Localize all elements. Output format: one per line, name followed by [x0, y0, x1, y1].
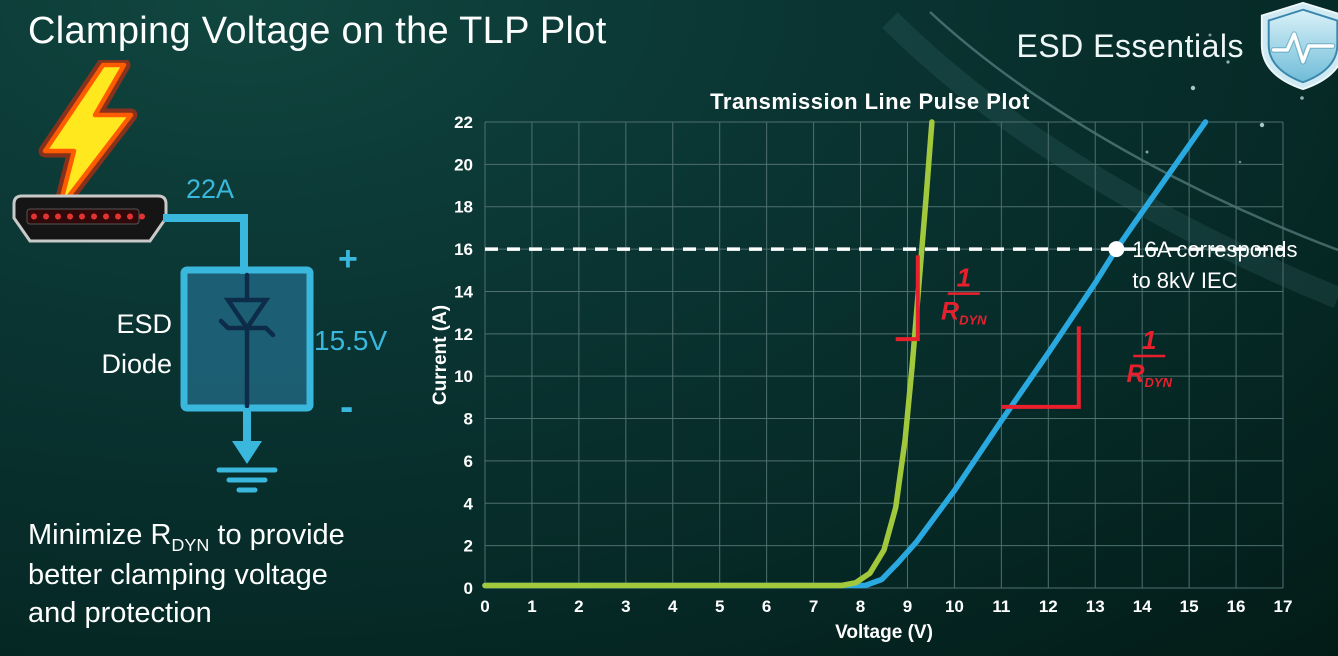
y-tick-label: 22 [454, 113, 473, 132]
x-tick-label: 5 [715, 597, 724, 616]
footer-line-2: better clamping voltage [28, 559, 328, 592]
slope-annotation-1: 1 RDYN [895, 255, 987, 342]
fraction-denominator: RDYN [1126, 360, 1172, 390]
device-label-esd: ESD [116, 309, 172, 339]
shield-inner [1267, 8, 1338, 84]
y-axis-label: Current (A) [430, 305, 451, 405]
marker-16a-8kv [1108, 241, 1125, 258]
x-tick-label: 13 [1086, 597, 1105, 616]
surge-current-label: 22A [186, 174, 234, 204]
x-tick-label: 3 [621, 597, 630, 616]
x-tick-label: 16 [1227, 597, 1246, 616]
footer-note: Minimize RDYN to provide better clamping… [28, 517, 345, 633]
fraction-denominator: RDYN [941, 298, 987, 328]
x-tick-label: 7 [809, 597, 818, 616]
slope-annotation-2: 1 RDYN [1001, 325, 1173, 409]
x-tick-label: 1 [527, 597, 536, 616]
x-tick-label: 12 [1039, 597, 1058, 616]
footer-sub: DYN [171, 534, 210, 555]
tlp-chart: 1 RDYN 1 RDYN 16A corresponds to 8kV IEC 0 1 2 3 4… [430, 85, 1338, 656]
y-tick-label: 14 [454, 282, 473, 301]
x-axis-label: Voltage (V) [835, 622, 933, 643]
brand: ESD Essentials [1016, 0, 1338, 92]
hdmi-pins [31, 213, 145, 220]
y-tick-label: 18 [454, 198, 473, 217]
chart-title: Transmission Line Pulse Plot [710, 89, 1030, 114]
pulse-line-icon [1271, 32, 1335, 64]
y-tick-label: 2 [464, 537, 473, 556]
x-tick-label: 9 [903, 597, 912, 616]
brand-text: ESD Essentials [1016, 27, 1244, 64]
y-tick-label: 8 [464, 410, 473, 429]
device-label-diode: Diode [101, 349, 172, 379]
x-tick-label: 8 [856, 597, 865, 616]
y-tick-label: 0 [464, 579, 473, 598]
y-tick-label: 16 [454, 240, 473, 259]
esd-surge-diagram: 22A ESD Diode + 15.5V - [12, 60, 387, 493]
y-tick-label: 12 [454, 325, 473, 344]
lightning-bolt-icon [38, 60, 138, 216]
series-esd-diode-high-rdyn-blue [482, 119, 1209, 589]
x-tick-label: 15 [1180, 597, 1199, 616]
marker-label-line-1: 16A corresponds [1132, 237, 1297, 262]
surge-wire [163, 214, 248, 274]
x-tick-label: 17 [1274, 597, 1293, 616]
minus-label: - [340, 385, 353, 429]
x-tick-label: 0 [480, 597, 489, 616]
fraction-numerator: 1 [957, 263, 971, 293]
hdmi-connector [12, 194, 168, 243]
ground-symbol [216, 408, 278, 493]
y-tick-label: 10 [454, 367, 473, 386]
x-tick-label: 11 [992, 597, 1010, 616]
x-tick-label: 14 [1133, 597, 1152, 616]
y-tick-label: 6 [464, 452, 473, 471]
fraction-numerator: 1 [1142, 325, 1156, 355]
footer-line-3: and protection [28, 596, 212, 629]
x-tick-label: 6 [762, 597, 771, 616]
y-tick-label: 4 [464, 494, 474, 513]
marker-label-line-2: to 8kV IEC [1132, 268, 1237, 293]
page-title: Clamping Voltage on the TLP Plot [28, 10, 607, 52]
x-tick-label: 10 [945, 597, 964, 616]
zener-diode-symbol [218, 272, 276, 409]
footer-line-1: Minimize RDYN to provide [28, 517, 345, 557]
series-esd-diode-low-rdyn-green [482, 119, 935, 589]
clamp-voltage-label: 15.5V [314, 325, 387, 356]
y-tick-label: 20 [454, 155, 473, 174]
brand-shield-icon [1260, 1, 1338, 91]
x-tick-label: 4 [668, 597, 678, 616]
x-tick-label: 2 [574, 597, 583, 616]
footer-pre: Minimize R [28, 519, 172, 551]
plus-label: + [338, 240, 358, 278]
footer-post: to provide [209, 519, 345, 551]
